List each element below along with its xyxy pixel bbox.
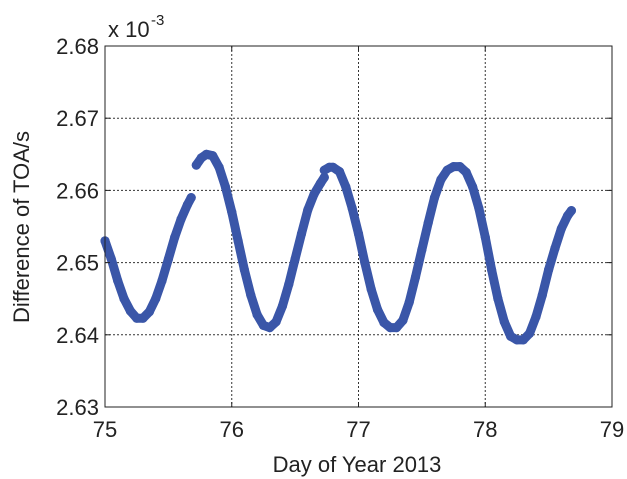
data-point [398, 315, 408, 325]
data-point [347, 203, 357, 213]
data-point [512, 335, 522, 345]
data-point [372, 304, 383, 315]
data-point [290, 254, 300, 264]
data-point [366, 284, 376, 294]
data-point [182, 200, 192, 210]
y-multiplier-exponent: -3 [151, 12, 164, 29]
y-tick-label: 2.67 [56, 106, 99, 131]
data-point [404, 297, 414, 307]
data-point [106, 254, 116, 264]
data-point [277, 301, 288, 311]
data-segment-1 [100, 193, 196, 323]
x-tick-label: 79 [600, 417, 624, 442]
data-point [525, 328, 535, 338]
data-segment-2 [191, 149, 329, 333]
data-point [233, 236, 243, 246]
data-point [550, 243, 560, 253]
data-point [214, 162, 224, 172]
data-point [252, 310, 262, 320]
data-point [449, 162, 459, 172]
data-point [499, 317, 509, 327]
x-tick-label: 76 [220, 417, 244, 442]
data-point [132, 313, 142, 323]
data-point [163, 254, 173, 264]
data-point [157, 276, 167, 286]
data-point [186, 193, 196, 203]
y-tick-label: 2.64 [56, 323, 99, 348]
y-axis-label: Difference of TOA/s [9, 131, 34, 323]
data-point [220, 182, 230, 192]
data-point [191, 160, 201, 170]
data-point [208, 151, 218, 161]
data-point [429, 193, 440, 203]
data-point [385, 323, 395, 333]
data-point [334, 167, 345, 177]
data-point [284, 279, 294, 289]
data-series [100, 149, 577, 345]
data-point [531, 312, 541, 322]
data-point [319, 172, 329, 182]
data-point [379, 317, 389, 328]
data-point [391, 323, 402, 333]
data-point [493, 294, 503, 304]
y-multiplier-base: x 10 [108, 17, 150, 42]
data-point [423, 218, 433, 228]
axis-ticks [104, 45, 613, 408]
data-point [474, 203, 484, 213]
data-point [227, 207, 237, 217]
data-point [461, 167, 471, 177]
data-point [353, 229, 364, 239]
data-point [151, 294, 161, 304]
data-point [566, 206, 577, 216]
data-point [480, 232, 490, 242]
data-point [119, 294, 129, 304]
data-point [271, 317, 281, 327]
data-point [296, 229, 307, 239]
y-tick-label: 2.63 [56, 395, 99, 420]
data-point [138, 313, 148, 323]
data-point [360, 258, 370, 268]
y-tick-label: 2.68 [56, 34, 99, 59]
data-point [544, 265, 554, 275]
x-tick-label: 78 [473, 417, 497, 442]
data-point [410, 272, 421, 282]
data-point [265, 323, 275, 333]
data-point [436, 175, 446, 185]
x-tick-label: 77 [346, 417, 370, 442]
data-point [125, 306, 135, 316]
data-point [176, 214, 186, 224]
data-point [309, 189, 319, 199]
data-segment-3 [319, 162, 577, 345]
data-point [537, 290, 547, 300]
data-point [455, 162, 465, 172]
data-point [113, 276, 123, 286]
y-tick-label: 2.66 [56, 178, 99, 203]
data-point [170, 232, 180, 242]
y-tick-label: 2.65 [56, 251, 99, 276]
data-point [341, 182, 351, 192]
tick-labels: 75 76 77 78 79 2.63 2.64 2.65 2.66 2.67 2.68 [56, 34, 624, 442]
data-point [518, 335, 528, 345]
x-axis-label: Day of Year 2013 [273, 452, 442, 477]
data-point [417, 245, 427, 255]
data-point [246, 290, 256, 300]
data-point [468, 182, 478, 192]
data-point [239, 265, 249, 275]
data-point [303, 205, 313, 215]
data-point [556, 224, 566, 234]
data-band [191, 149, 329, 333]
data-point [487, 265, 497, 275]
data-point [144, 307, 154, 317]
x-tick-label: 75 [93, 417, 117, 442]
